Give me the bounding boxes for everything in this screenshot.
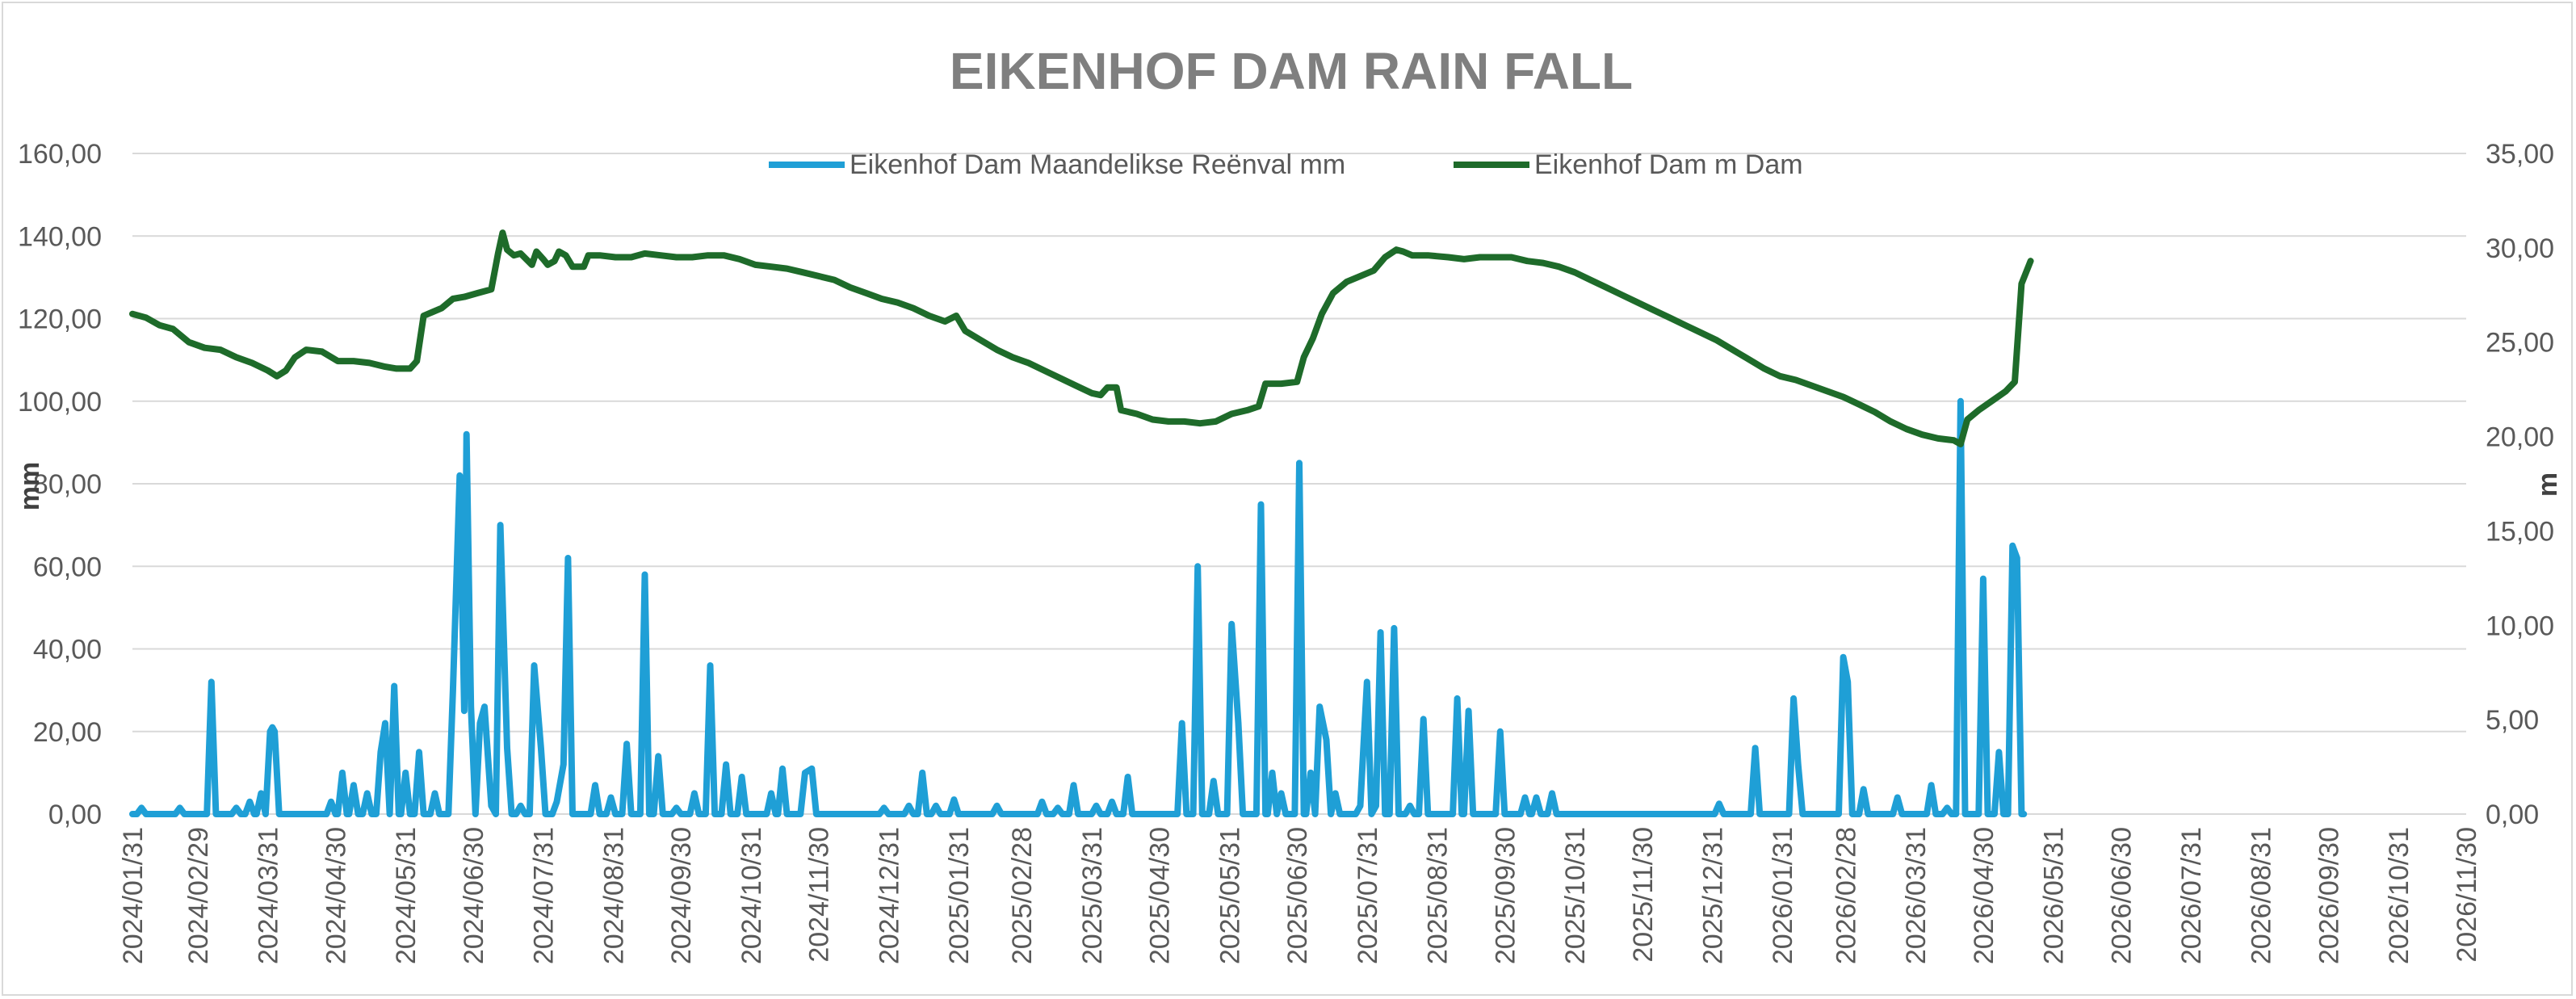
x-tick-label: 2024/07/31	[529, 827, 560, 964]
left-tick-label: 80,00	[33, 469, 102, 500]
left-axis-ticks: 0,00 20,00 40,00 60,00 80,00 100,00 120,00 140,…	[18, 139, 102, 830]
x-tick-label: 2025/11/30	[1628, 827, 1659, 963]
legend-item-dam-level[interactable]: Eikenhof Dam m Dam	[1454, 149, 1803, 180]
x-tick-label: 2025/04/30	[1145, 827, 1176, 964]
right-axis-title: m	[2532, 472, 2563, 497]
left-tick-label: 120,00	[18, 304, 102, 335]
left-tick-label: 0,00	[48, 800, 102, 830]
x-tick-label: 2026/06/30	[2106, 827, 2137, 964]
x-tick-label: 2025/01/31	[944, 827, 975, 964]
x-tick-label: 2026/08/31	[2247, 827, 2277, 964]
right-tick-label: 0,00	[2486, 800, 2539, 830]
series-line-dam-level	[129, 229, 2034, 447]
x-axis-ticks: 2024/01/31 2024/02/29 2024/03/31 2024/04/30…	[118, 827, 2482, 964]
x-tick-label: 2025/12/31	[1697, 827, 1728, 964]
x-tick-label: 2025/10/31	[1560, 827, 1591, 964]
x-tick-label: 2024/08/31	[598, 827, 629, 964]
x-tick-label: 2026/02/28	[1831, 827, 1861, 964]
right-tick-label: 25,00	[2486, 328, 2554, 359]
x-tick-label: 2026/03/31	[1901, 827, 1932, 964]
x-tick-label: 2025/07/31	[1353, 827, 1383, 964]
legend-label-rainfall: Eikenhof Dam Maandelikse Reënval mm	[850, 149, 1345, 180]
series-layer	[129, 229, 2034, 817]
x-tick-label: 2024/03/31	[254, 827, 284, 964]
x-tick-label: 2024/01/31	[118, 827, 149, 964]
right-tick-label: 30,00	[2486, 233, 2554, 264]
x-tick-label: 2026/05/31	[2039, 827, 2070, 964]
x-tick-label: 2024/05/31	[391, 827, 422, 964]
rainfall-chart: EIKENHOF DAM RAIN FALL 0,00 20,00 40,00 60,…	[15, 42, 2563, 964]
x-tick-label: 2024/02/29	[183, 827, 214, 964]
left-tick-label: 100,00	[18, 387, 102, 418]
x-tick-label: 2024/11/30	[804, 827, 835, 963]
x-tick-label: 2024/04/30	[321, 827, 352, 964]
x-tick-label: 2026/10/31	[2384, 827, 2414, 964]
x-tick-label: 2024/12/31	[874, 827, 904, 964]
left-tick-label: 20,00	[33, 717, 102, 748]
right-tick-label: 10,00	[2486, 611, 2554, 641]
chart-title: EIKENHOF DAM RAIN FALL	[950, 42, 1633, 100]
x-tick-label: 2025/09/30	[1490, 827, 1521, 964]
x-tick-label: 2026/09/30	[2314, 827, 2345, 964]
legend-label-dam-level: Eikenhof Dam m Dam	[1534, 149, 1803, 180]
left-tick-label: 160,00	[18, 139, 102, 170]
x-tick-label: 2026/01/31	[1768, 827, 1798, 964]
right-axis-ticks: 0,00 5,00 10,00 15,00 20,00 25,00 30,00 35,00	[2486, 139, 2554, 830]
x-tick-label: 2025/06/30	[1282, 827, 1313, 964]
left-tick-label: 140,00	[18, 221, 102, 252]
left-axis-title: mm	[15, 462, 45, 510]
x-tick-label: 2025/02/28	[1007, 827, 1038, 964]
legend-item-rainfall[interactable]: Eikenhof Dam Maandelikse Reënval mm	[769, 149, 1345, 180]
left-tick-label: 40,00	[33, 635, 102, 665]
series-line-rainfall	[129, 397, 2028, 817]
right-tick-label: 20,00	[2486, 422, 2554, 453]
legend: Eikenhof Dam Maandelikse Reënval mm Eike…	[769, 149, 1803, 180]
x-tick-label: 2026/07/31	[2176, 827, 2207, 964]
right-tick-label: 5,00	[2486, 705, 2539, 736]
right-tick-label: 15,00	[2486, 516, 2554, 547]
x-tick-label: 2026/11/30	[2452, 827, 2482, 963]
right-tick-label: 35,00	[2486, 139, 2554, 170]
x-tick-label: 2026/04/30	[1969, 827, 1999, 964]
x-tick-label: 2025/08/31	[1422, 827, 1453, 964]
x-tick-label: 2025/05/31	[1215, 827, 1245, 964]
x-tick-label: 2024/10/31	[736, 827, 767, 964]
x-tick-label: 2024/09/30	[666, 827, 697, 964]
left-tick-label: 60,00	[33, 552, 102, 582]
x-tick-label: 2025/03/31	[1077, 827, 1108, 964]
x-tick-label: 2024/06/30	[459, 827, 489, 964]
